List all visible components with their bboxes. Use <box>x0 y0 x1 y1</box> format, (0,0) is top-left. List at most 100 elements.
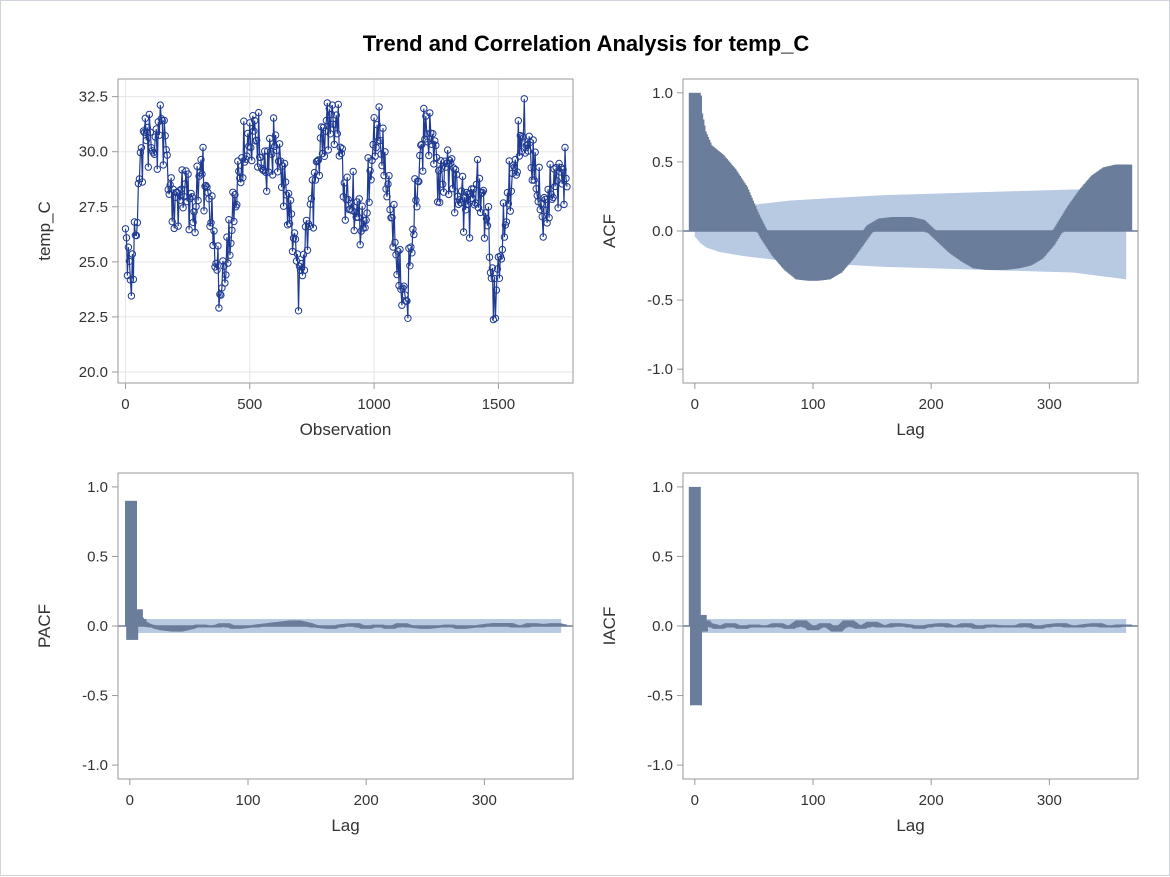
data-point-marker <box>309 224 318 232</box>
data-point-marker <box>315 171 324 180</box>
data-point-marker <box>394 247 402 255</box>
data-point-marker <box>145 110 154 119</box>
data-point-marker <box>531 148 539 156</box>
data-point-marker <box>188 193 196 201</box>
data-point-marker <box>349 167 357 176</box>
x-axis-label: Lag <box>896 420 924 439</box>
x-tick-label: 0 <box>121 396 129 413</box>
data-point-marker <box>134 179 143 188</box>
data-point-marker <box>243 152 251 160</box>
data-point-marker <box>279 202 288 210</box>
data-point-marker <box>239 174 247 182</box>
data-point-marker <box>230 217 238 226</box>
data-point-marker <box>221 279 229 287</box>
y-tick-label: 0.5 <box>87 548 108 565</box>
data-point-marker <box>206 222 214 231</box>
data-point-marker <box>331 121 339 129</box>
data-point-marker <box>529 136 537 144</box>
data-point-marker <box>482 215 491 223</box>
x-tick-label: 200 <box>919 792 944 809</box>
data-point-marker <box>225 216 233 224</box>
figure-title: Trend and Correlation Analysis for temp_… <box>363 31 810 56</box>
data-point-marker <box>429 130 437 138</box>
data-point-marker <box>314 156 323 164</box>
data-point-marker <box>451 209 459 217</box>
data-point-marker <box>492 286 501 294</box>
data-point-marker <box>307 195 316 203</box>
data-point-marker <box>382 185 390 193</box>
data-point-marker <box>563 183 571 191</box>
data-point-marker <box>476 208 485 217</box>
data-point-marker <box>385 172 393 180</box>
data-point-marker <box>462 188 471 197</box>
data-point-marker <box>356 241 364 249</box>
data-point-marker <box>341 216 349 224</box>
data-point-marker <box>177 185 185 194</box>
data-point-marker <box>426 109 434 117</box>
data-point-marker <box>128 250 137 258</box>
data-point-marker <box>269 114 278 122</box>
data-point-marker <box>236 174 244 182</box>
data-point-marker <box>291 235 300 243</box>
y-tick-label: -0.5 <box>82 688 108 705</box>
data-point-marker <box>231 190 239 199</box>
data-point-marker <box>442 163 450 171</box>
data-point-marker <box>503 188 512 197</box>
data-point-marker <box>122 234 131 242</box>
data-point-marker <box>277 183 286 191</box>
data-point-marker <box>179 204 187 212</box>
data-point-marker <box>178 166 186 174</box>
data-point-marker <box>308 176 317 184</box>
data-point-marker <box>247 143 255 152</box>
data-point-marker <box>350 226 358 235</box>
data-point-marker <box>381 148 389 156</box>
data-point-marker <box>546 160 554 168</box>
data-point-marker <box>257 153 265 162</box>
data-point-marker <box>541 195 549 204</box>
correlation-bar <box>690 626 702 706</box>
data-point-marker <box>186 194 194 203</box>
data-point-marker <box>228 226 236 235</box>
data-point-marker <box>398 301 406 309</box>
data-point-marker <box>175 187 183 195</box>
data-point-marker <box>431 137 439 145</box>
data-point-marker <box>200 207 208 215</box>
data-point-marker <box>561 143 569 152</box>
data-point-marker <box>136 148 145 157</box>
data-point-marker <box>226 251 234 259</box>
data-point-marker <box>430 160 438 168</box>
data-point-marker <box>375 103 383 111</box>
data-point-marker <box>258 164 266 173</box>
data-point-marker <box>530 176 538 184</box>
data-point-marker <box>392 251 400 259</box>
x-axis-label: Lag <box>896 816 924 835</box>
data-point-marker <box>185 225 193 234</box>
data-point-marker <box>198 170 206 178</box>
data-point-marker <box>500 233 509 241</box>
data-point-marker <box>377 150 385 158</box>
data-point-marker <box>495 274 504 282</box>
data-point-marker <box>432 141 440 150</box>
data-point-marker <box>467 185 476 193</box>
data-point-marker <box>465 234 474 242</box>
data-point-marker <box>202 181 210 190</box>
data-point-marker <box>340 179 348 187</box>
data-point-marker <box>400 282 408 290</box>
data-point-marker <box>389 243 397 251</box>
data-point-marker <box>407 243 415 251</box>
correlation-bar <box>125 500 137 626</box>
y-tick-label: -1.0 <box>647 361 673 378</box>
y-tick-label: 25.0 <box>79 254 108 271</box>
data-point-marker <box>124 243 133 251</box>
data-point-marker <box>504 200 513 208</box>
plot-area <box>118 79 573 383</box>
data-point-marker <box>518 132 526 141</box>
data-point-marker <box>268 150 276 158</box>
data-point-marker <box>418 140 426 149</box>
data-point-marker <box>306 200 315 208</box>
data-point-marker <box>229 188 237 197</box>
data-point-marker <box>273 168 282 176</box>
data-point-marker <box>372 143 380 152</box>
data-point-marker <box>156 101 165 109</box>
